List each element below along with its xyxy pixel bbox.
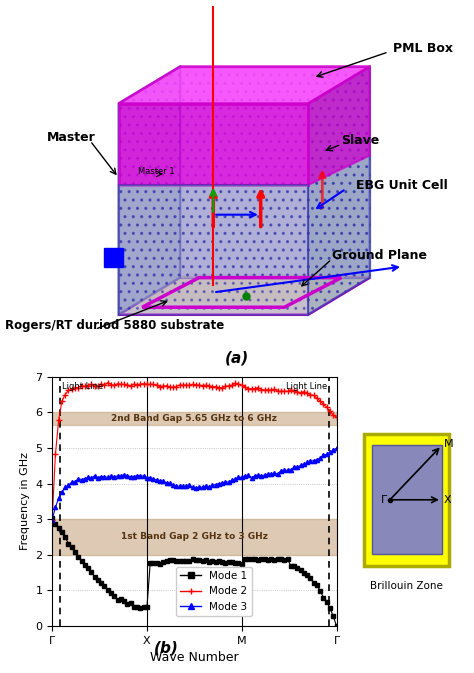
Mode 2: [131, 380, 137, 388]
Mode 3: [334, 444, 339, 452]
Bar: [52, 413, 337, 425]
Mode 1: [190, 555, 196, 563]
Mode 3: [314, 456, 320, 464]
Mode 2: [49, 516, 55, 524]
Polygon shape: [118, 185, 308, 315]
Mode 3: [56, 494, 62, 502]
Polygon shape: [133, 274, 351, 304]
Text: Brillouin Zone: Brillouin Zone: [370, 581, 443, 591]
Mode 2: [318, 397, 323, 405]
Mode 1: [314, 581, 320, 590]
Mode 3: [216, 480, 222, 488]
Text: Light Line: Light Line: [62, 382, 103, 391]
Text: 1st Band Gap 2 GHz to 3 GHz: 1st Band Gap 2 GHz to 3 GHz: [121, 532, 268, 542]
Text: Slave: Slave: [341, 135, 380, 147]
Polygon shape: [118, 104, 308, 185]
Mode 3: [190, 483, 196, 491]
Mode 1: [216, 557, 222, 565]
Polygon shape: [308, 67, 370, 185]
Text: PML Box: PML Box: [393, 42, 454, 55]
Text: Light Line: Light Line: [286, 382, 327, 391]
Mode 2: [105, 379, 110, 387]
Text: Ground Plane: Ground Plane: [332, 249, 427, 262]
Text: M: M: [444, 439, 454, 449]
Mode 2: [134, 381, 140, 389]
Mode 2: [334, 413, 339, 421]
Mode 2: [56, 416, 62, 424]
Polygon shape: [308, 67, 370, 315]
Text: EBG Unit Cell: EBG Unit Cell: [356, 179, 447, 192]
Mode 1: [49, 514, 55, 522]
Y-axis label: Frequency in GHz: Frequency in GHz: [20, 452, 30, 551]
Text: X: X: [444, 495, 452, 505]
Text: 2nd Band Gap 5.65 GHz to 6 GHz: 2nd Band Gap 5.65 GHz to 6 GHz: [111, 414, 277, 423]
Bar: [104, 248, 123, 267]
Bar: [52, 519, 337, 555]
Mode 1: [128, 599, 134, 607]
Text: Γ: Γ: [381, 495, 387, 505]
Mode 2: [193, 381, 199, 389]
Polygon shape: [118, 277, 370, 315]
Polygon shape: [118, 67, 370, 104]
Line: Mode 2: Mode 2: [49, 380, 339, 523]
Mode 1: [334, 622, 339, 630]
Mode 3: [131, 472, 137, 481]
Polygon shape: [365, 434, 449, 566]
Polygon shape: [372, 446, 442, 555]
Polygon shape: [180, 67, 370, 277]
Text: Master: Master: [47, 131, 95, 143]
Polygon shape: [118, 67, 180, 315]
Text: (a): (a): [225, 351, 249, 365]
Legend: Mode 1, Mode 2, Mode 3: Mode 1, Mode 2, Mode 3: [176, 567, 252, 616]
Line: Mode 1: Mode 1: [50, 516, 338, 628]
Mode 3: [128, 472, 134, 481]
Line: Mode 3: Mode 3: [50, 446, 338, 522]
Text: Rogers/RT duriod 5880 substrate: Rogers/RT duriod 5880 substrate: [5, 320, 224, 332]
Mode 1: [56, 524, 62, 532]
X-axis label: Wave Number: Wave Number: [150, 651, 238, 664]
Text: (b): (b): [154, 641, 178, 656]
Mode 3: [49, 516, 55, 524]
Text: Master 1: Master 1: [138, 167, 175, 176]
Mode 2: [219, 384, 225, 392]
Mode 1: [131, 603, 137, 611]
